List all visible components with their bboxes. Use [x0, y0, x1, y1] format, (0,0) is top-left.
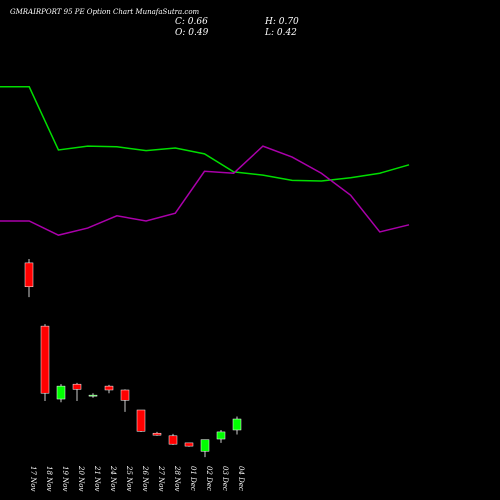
chart-title: GMRAIRPORT 95 PE Option Chart MunafaSutr…: [10, 8, 200, 16]
candle-body: [88, 394, 98, 397]
x-tick-label: 01 Dec: [189, 466, 197, 491]
x-tick-label: 18 Nov: [45, 466, 53, 491]
x-tick-label: 27 Nov: [157, 465, 165, 491]
x-tick-label: 21 Nov: [93, 465, 101, 491]
x-tick-label: 04 Dec: [237, 466, 245, 491]
x-tick-label: 20 Nov: [77, 465, 85, 491]
candle-body: [120, 389, 130, 401]
candle-body: [104, 385, 114, 391]
x-tick-label: 25 Nov: [125, 465, 133, 491]
candle-body: [136, 409, 146, 432]
candle-body: [216, 431, 226, 440]
x-tick-label: 19 Nov: [61, 466, 69, 491]
candle-body: [24, 262, 34, 288]
x-tick-label: 02 Dec: [205, 466, 213, 491]
candle-body: [232, 418, 242, 431]
line-series: [0, 86, 410, 182]
candle-body: [200, 439, 210, 452]
high-label: H: 0.70: [264, 17, 299, 27]
candle-body: [184, 442, 194, 447]
close-label: C: 0.66: [175, 17, 208, 27]
candle-body: [72, 383, 82, 390]
x-tick-label: 03 Dec: [221, 466, 229, 491]
line-series: [0, 145, 410, 236]
x-tick-label: 24 Nov: [109, 465, 117, 491]
candle-body: [56, 385, 66, 400]
candle-body: [40, 325, 50, 394]
x-tick-label: 17 Nov: [29, 466, 37, 491]
x-tick-label: 26 Nov: [141, 465, 149, 491]
open-label: O: 0.49: [175, 28, 209, 38]
candle-body: [152, 432, 162, 436]
candle-body: [168, 435, 178, 445]
low-label: L: 0.42: [264, 28, 297, 38]
x-tick-label: 28 Nov: [173, 465, 181, 491]
